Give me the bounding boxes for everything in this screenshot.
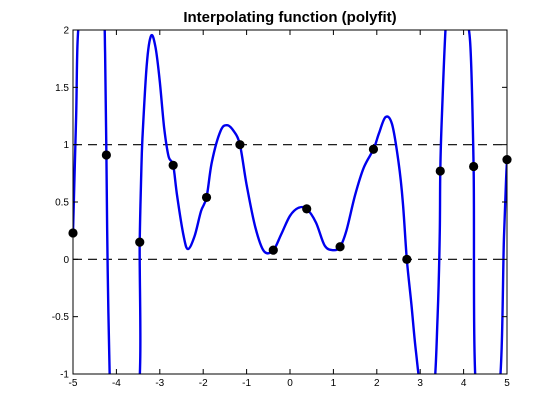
y-tick-label: -1 [60,370,69,381]
data-point [101,150,111,160]
x-tick-label: -4 [112,378,121,389]
y-tick-label: -0.5 [52,312,70,323]
x-tick-label: -1 [242,378,251,389]
data-point [302,204,312,214]
data-point [435,166,445,176]
x-tick-label: -2 [199,378,208,389]
x-tick-label: 3 [417,378,423,389]
data-point [335,242,345,252]
data-point [402,254,412,264]
y-tick-label: 0 [63,255,69,266]
reference-lines [73,144,507,260]
x-tick-label: 5 [504,378,510,389]
y-tick-label: 0.5 [55,198,69,209]
axis-ticks [72,29,508,375]
x-tick-label: -3 [155,378,164,389]
x-tick-label: 2 [374,378,380,389]
data-point [235,140,245,150]
x-tick-label: 0 [287,378,293,389]
chart-title: Interpolating function (polyfit) [183,9,396,26]
interpolating-curve [73,30,507,374]
y-tick-label: 2 [63,26,69,37]
data-point [201,192,212,203]
data-point [368,144,379,154]
x-tick-label: 1 [331,378,337,389]
y-tick-label: 1.5 [55,83,69,94]
y-tick-label: 1 [63,140,69,151]
data-point [268,245,278,255]
tick-labels: -5 -4 -3 -2 -1 0 1 2 3 4 5 -1 -0.5 0 0.5 1 1.5 2 [52,26,510,390]
x-tick-label: -5 [69,378,78,389]
data-point [469,161,479,172]
data-point [168,160,178,170]
interpolating-curve-layer [73,30,507,374]
x-tick-label: 4 [461,378,467,389]
data-point [135,237,145,247]
data-points [68,140,512,264]
